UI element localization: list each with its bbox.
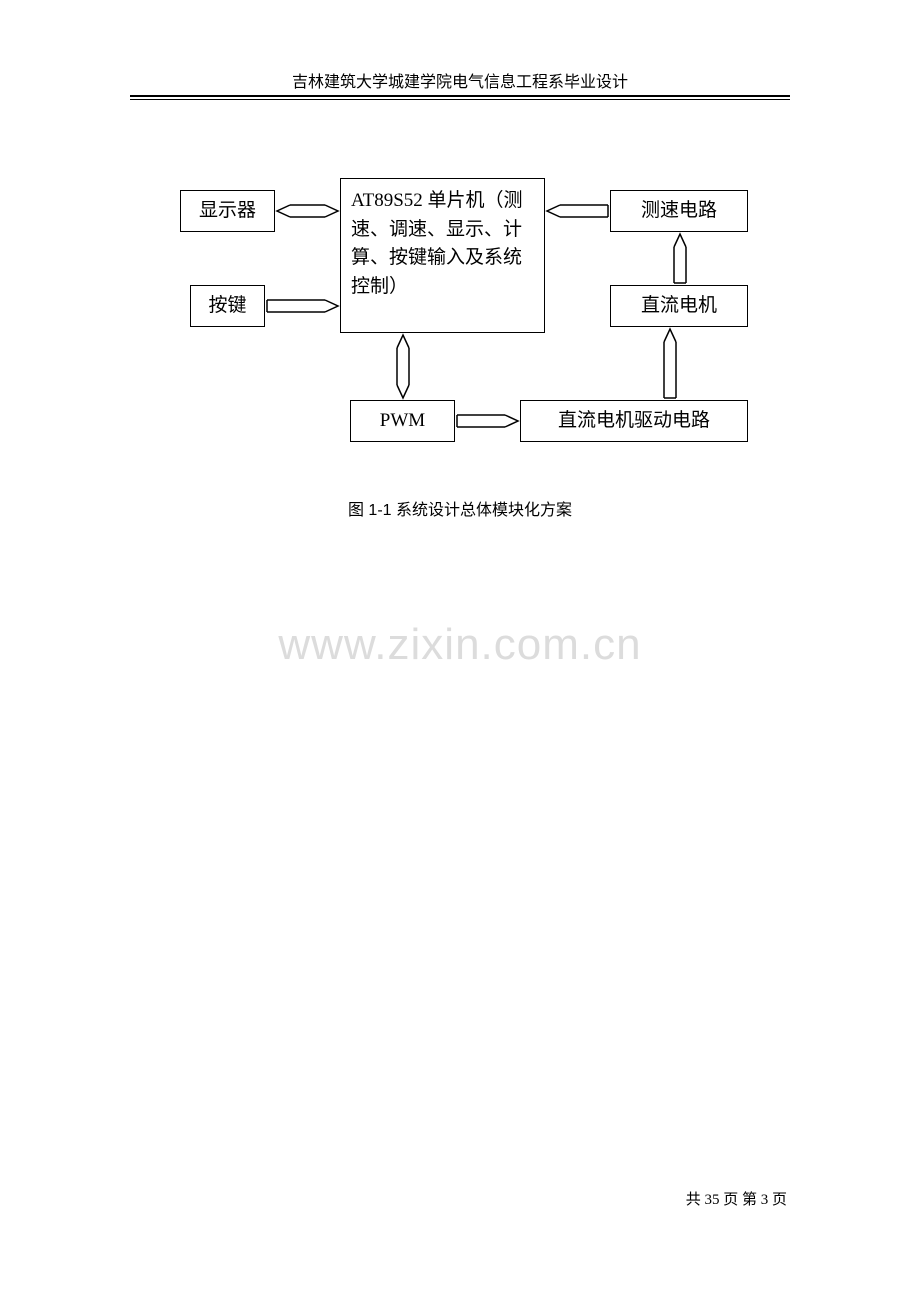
header-rule [130,95,790,100]
watermark: www.zixin.com.cn [0,620,920,670]
page-footer: 共 35 页 第 3 页 [686,1188,787,1209]
system-block-diagram: 显示器 按键 AT89S52 单片机（测速、调速、显示、计算、按键输入及系统控制… [175,175,775,455]
diagram-arrows [175,175,775,455]
page-header: 吉林建筑大学城建学院电气信息工程系毕业设计 [0,68,920,92]
figure-caption: 图 1-1 系统设计总体模块化方案 [0,496,920,520]
